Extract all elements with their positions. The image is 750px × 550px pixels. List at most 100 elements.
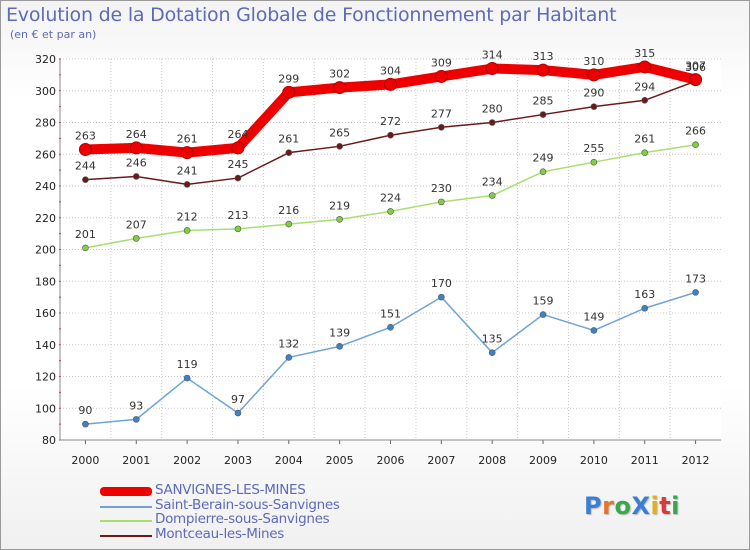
data-label: 97: [231, 393, 245, 406]
data-point: [234, 409, 242, 417]
data-point: [333, 81, 347, 95]
data-label: 261: [278, 133, 299, 146]
data-point: [590, 158, 598, 166]
data-label: 241: [177, 164, 198, 177]
data-point: [282, 85, 296, 99]
data-label: 294: [634, 80, 655, 93]
logo-letter: r: [602, 492, 615, 520]
data-label: 230: [431, 182, 452, 195]
legend-swatch: [100, 534, 152, 537]
data-point: [536, 63, 550, 77]
data-label: 263: [75, 129, 96, 142]
data-point: [387, 131, 394, 139]
data-label: 246: [126, 156, 147, 169]
series-dompierre-sous-sanvignes: [82, 141, 699, 252]
y-tick-label: 220: [35, 212, 56, 225]
data-label: 234: [482, 176, 503, 189]
data-label: 163: [634, 288, 655, 301]
x-tick-label: 2001: [122, 454, 150, 467]
data-label: 310: [583, 55, 604, 68]
legend-swatch: [100, 520, 152, 522]
chart-subtitle: (en € et par an): [10, 28, 97, 41]
data-point: [641, 304, 649, 312]
data-label: 149: [583, 310, 604, 323]
y-tick-label: 160: [35, 307, 56, 320]
data-label: 266: [685, 125, 706, 138]
logo-letter: t: [659, 492, 672, 520]
data-point: [183, 374, 191, 382]
logo-letter: o: [614, 492, 632, 520]
data-label: 285: [533, 95, 554, 108]
data-point: [132, 416, 140, 423]
data-label: 207: [126, 218, 147, 231]
y-tick-label: 180: [35, 275, 56, 288]
data-point: [590, 327, 598, 334]
data-label: 302: [329, 68, 350, 81]
data-labels: 244 246 241 245 261 265 272 277 280 285 290 294 306 2…: [75, 47, 706, 417]
data-point: [587, 68, 601, 82]
data-point: [231, 141, 245, 155]
data-label: 255: [583, 142, 604, 155]
grid: [60, 58, 721, 440]
data-label: 304: [380, 64, 401, 77]
data-label: 219: [329, 199, 350, 212]
data-point: [590, 103, 598, 110]
data-point: [234, 174, 242, 182]
data-label: 299: [278, 72, 299, 85]
data-label: 315: [634, 47, 655, 60]
data-point: [78, 142, 92, 156]
proxiti-logo: ProXiti: [584, 492, 680, 520]
data-label: 313: [533, 50, 554, 63]
x-tick-label: 2000: [71, 454, 99, 467]
data-label: 264: [227, 128, 248, 141]
logo-letter: i: [650, 492, 660, 520]
y-tick-label: 260: [35, 148, 56, 161]
x-tick-label: 2007: [427, 454, 455, 467]
y-tick-label: 300: [35, 85, 56, 98]
series: [78, 60, 703, 428]
data-label: 173: [685, 272, 706, 285]
legend-label: Dompierre-sous-Sanvignes: [155, 511, 330, 527]
legend-label: Saint-Berain-sous-Sanvignes: [155, 496, 340, 513]
data-label: 277: [431, 107, 452, 120]
legend-label: Montceau-les-Mines: [155, 525, 285, 542]
data-label: 119: [177, 358, 198, 371]
legend-swatch: [100, 505, 152, 508]
logo-letter: i: [671, 492, 680, 520]
data-point: [434, 69, 448, 83]
data-point: [539, 111, 547, 118]
data-point: [387, 323, 394, 331]
series-sanvignes-les-mines: [78, 60, 703, 160]
data-point: [285, 354, 293, 361]
data-point: [539, 168, 547, 176]
data-point: [132, 235, 140, 242]
data-point: [488, 349, 496, 356]
data-point: [384, 77, 397, 91]
data-point: [438, 293, 445, 301]
x-tick-label: 2002: [173, 454, 201, 467]
data-point: [438, 198, 445, 206]
x-tick-label: 2008: [478, 454, 506, 467]
data-point: [641, 96, 649, 104]
y-tick-label: 280: [35, 117, 56, 130]
data-point: [285, 220, 293, 228]
series-saint-berain-sous-sanvignes: [82, 289, 699, 428]
data-point: [183, 181, 191, 188]
data-label: 290: [583, 87, 604, 100]
data-label: 245: [227, 158, 248, 171]
data-label: 307: [685, 60, 706, 73]
data-label: 139: [329, 326, 350, 339]
y-tick-label: 240: [35, 180, 56, 193]
data-point: [387, 208, 394, 215]
legend-swatch: [100, 487, 152, 496]
x-tick-label: 2006: [377, 454, 405, 467]
data-label: 280: [482, 103, 503, 116]
legend-label: SANVIGNES-LES-MINES: [155, 482, 306, 498]
data-label: 151: [380, 307, 401, 320]
data-label: 224: [380, 191, 401, 204]
data-point: [129, 141, 143, 155]
data-point: [641, 149, 649, 156]
data-point: [82, 176, 89, 183]
logo-letter: X: [631, 492, 651, 520]
x-tick-label: 2011: [631, 454, 659, 467]
